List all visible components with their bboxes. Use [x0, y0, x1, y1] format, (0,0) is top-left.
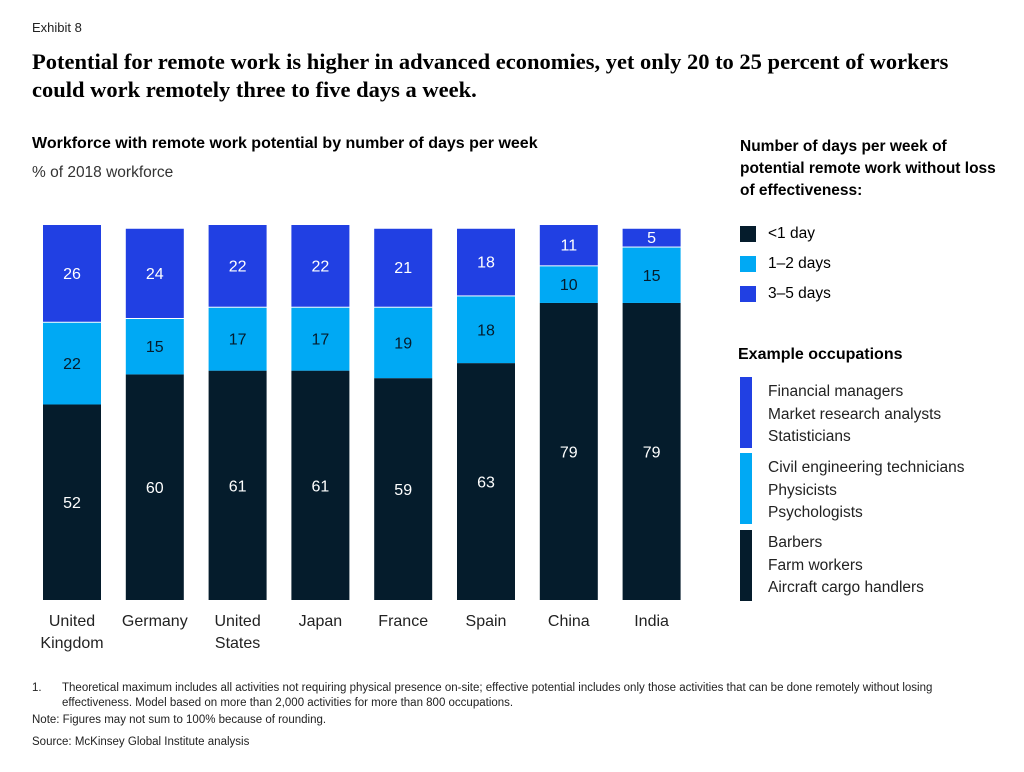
data-label: 79: [560, 444, 578, 461]
bar-segment: [291, 370, 350, 600]
bar-segment: [374, 228, 433, 307]
occupation: Barbers: [768, 534, 823, 551]
data-label: 22: [63, 356, 81, 373]
page-title: Potential for remote work is higher in a…: [32, 49, 949, 102]
occupation-color-bar: [740, 530, 752, 601]
data-label: 79: [643, 444, 661, 461]
bar-segment: [457, 296, 515, 364]
occupation-color-bar: [740, 377, 752, 448]
occupation: Statisticians: [768, 428, 851, 445]
category-label: China: [548, 613, 590, 630]
occupation: Physicists: [768, 481, 837, 499]
category-label: France: [378, 613, 428, 630]
bar-segment: [622, 247, 681, 303]
category-label: India: [634, 613, 669, 630]
occupation-color-bar: [740, 453, 752, 524]
legend-swatch: [740, 256, 756, 272]
bar-segment: [622, 302, 681, 600]
bar-segment: [622, 228, 681, 247]
data-label: 18: [477, 255, 495, 272]
bar-segment: [539, 302, 598, 600]
bar-segment: [457, 363, 515, 600]
data-label: 60: [146, 480, 164, 497]
occupation-group: Financial managers Market research analys…: [740, 377, 941, 449]
bar-segment: [457, 228, 515, 296]
bar-segment: [208, 225, 267, 307]
chart-title: Workforce with remote work potential by …: [32, 135, 538, 152]
bar-segment: [291, 307, 350, 371]
data-label: 26: [63, 266, 81, 283]
data-label: 63: [477, 475, 495, 492]
data-label: 61: [229, 478, 247, 495]
bar-segment: [125, 228, 184, 318]
bar-segment: [43, 404, 101, 600]
data-label: 15: [146, 339, 164, 356]
legend-item: 3–5 days: [740, 285, 831, 303]
examples-title: Example occupations: [738, 346, 903, 363]
occupation: Farm workers: [768, 556, 863, 574]
source-note: Source: McKinsey Global Institute analys…: [32, 736, 250, 748]
data-label: 21: [394, 260, 412, 277]
data-label: 15: [643, 268, 661, 285]
data-label: 52: [63, 495, 81, 512]
data-label: 18: [477, 322, 495, 339]
occupation: Aircraft cargo handlers: [768, 579, 924, 596]
legend-item: 1–2 days: [740, 255, 831, 273]
data-label: 59: [394, 482, 412, 499]
data-label: 17: [229, 332, 247, 349]
rounding-note: Note: Figures may not sum to 100% becaus…: [32, 714, 327, 726]
data-label: 22: [312, 258, 330, 275]
exhibit-label: Exhibit 8: [32, 20, 82, 35]
legend-swatch: [740, 286, 756, 302]
data-label: 61: [312, 478, 330, 495]
category-label: United: [214, 613, 260, 630]
bar-segment: [125, 319, 184, 375]
legend-item: <1 day: [740, 225, 815, 243]
bar-segment: [208, 307, 267, 371]
data-label: 17: [312, 332, 330, 349]
chart-unit: % of 2018 workforce: [32, 164, 174, 181]
occupation: Psychologists: [768, 504, 863, 521]
footnote-number: 1.: [32, 682, 42, 694]
data-label: 11: [560, 238, 577, 255]
bar-segment: [43, 225, 101, 322]
bar-segment: [43, 322, 101, 405]
bar-segment: [125, 374, 184, 600]
legend-label: 1–2 days: [768, 255, 831, 272]
occupation: Civil engineering technicians: [768, 459, 965, 476]
bar-segment: [539, 225, 598, 266]
footnote-1: 1. Theoretical maximum includes all acti…: [32, 681, 972, 711]
data-label: 5: [647, 230, 656, 247]
occupation-group: Barbers Farm workers Aircraft cargo handle…: [740, 530, 924, 601]
category-label: Germany: [122, 613, 188, 630]
bar-segment: [374, 307, 433, 379]
data-label: 19: [394, 335, 412, 352]
bar-segment: [539, 266, 598, 303]
footnote-text: Theoretical maximum includes all activit…: [62, 682, 933, 709]
data-label: 10: [560, 277, 578, 294]
category-label: Spain: [466, 613, 507, 630]
legend-title: Number of days per week of potential rem…: [740, 138, 996, 199]
occupation-group: Civil engineering technicians Physicists P…: [740, 453, 964, 525]
occupation: Financial managers: [768, 383, 904, 400]
category-label: Japan: [299, 613, 343, 630]
data-label: 24: [146, 266, 164, 283]
legend-swatch: [740, 226, 756, 242]
occupation: Market research analysts: [768, 405, 942, 423]
stacked-bar-chart: 52 22 26 United Kingdom 60 15 24 Germany 61 17 22 Un…: [40, 225, 681, 652]
legend-label: <1 day: [768, 225, 815, 242]
category-label: States: [215, 635, 260, 652]
bar-segment: [374, 378, 433, 600]
bar-segment: [208, 370, 267, 600]
category-label: Kingdom: [40, 635, 103, 652]
legend-label: 3–5 days: [768, 285, 831, 302]
data-label: 22: [229, 258, 247, 275]
category-label: United: [49, 613, 95, 630]
bar-segment: [291, 225, 350, 307]
